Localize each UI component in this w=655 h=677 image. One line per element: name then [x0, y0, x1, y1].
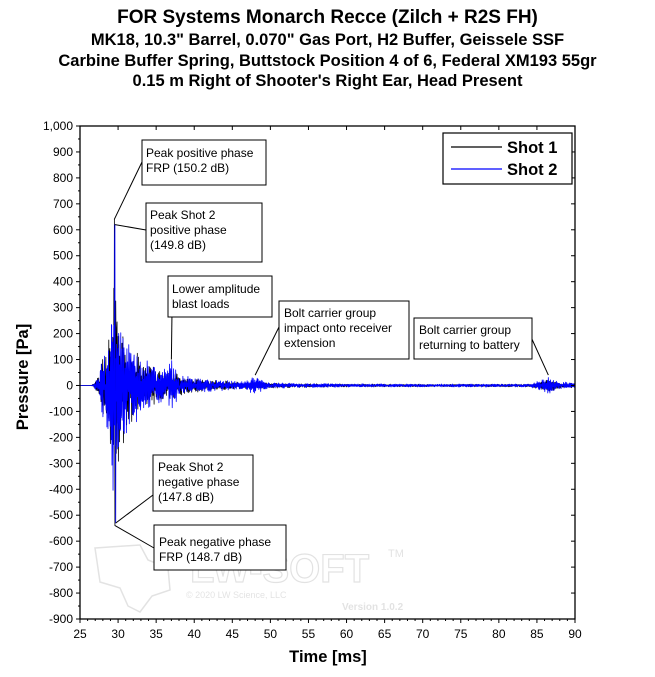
annotation-leader: [114, 224, 147, 231]
annotation-text: positive phase: [150, 223, 227, 237]
annotation-text: (147.8 dB): [158, 490, 214, 504]
y-tick-label: 0: [66, 378, 73, 392]
legend-label-shot-2: Shot 2: [507, 161, 557, 179]
series-traces: [79, 219, 576, 526]
annotation-text: Peak positive phase: [146, 146, 254, 160]
y-tick-label: -600: [49, 534, 73, 548]
x-tick-label: 40: [188, 627, 202, 641]
texas-outline-icon: [94, 544, 171, 613]
chart-subtitle-1: MK18, 10.3" Barrel, 0.070" Gas Port, H2 …: [90, 31, 565, 49]
annotation-box: [278, 300, 410, 360]
y-tick-label: -800: [49, 586, 73, 600]
annotation-text: FRP (150.2 dB): [146, 161, 229, 175]
annotation-box: [145, 202, 263, 263]
x-tick-label: 45: [226, 627, 240, 641]
x-tick-label: 80: [492, 627, 506, 641]
x-tick-label: 75: [454, 627, 468, 641]
legend-box: [442, 132, 573, 185]
y-tick-label: 600: [53, 223, 73, 237]
y-tick-label: 500: [53, 249, 73, 263]
x-tick-label: 55: [302, 627, 316, 641]
x-tick-label: 65: [378, 627, 392, 641]
y-tick-label: 200: [53, 327, 73, 341]
y-tick-label: 400: [53, 275, 73, 289]
annotation-text: negative phase: [158, 475, 240, 489]
annotation-leader: [170, 311, 173, 360]
annotation-box: [167, 275, 273, 318]
axes: 1,000 900 800 700 600 500 400 300 200 100 0 -100 -20…: [43, 119, 582, 641]
x-tick-label: 60: [340, 627, 354, 641]
y-tick-label: -400: [49, 482, 73, 496]
annotation-leader: [530, 336, 549, 376]
chart-subtitle-2: Carbine Buffer Spring, Buttstock Positio…: [58, 51, 597, 70]
x-tick-label: 70: [416, 627, 430, 641]
watermark-trademark: TM: [388, 548, 404, 560]
annotation-text: returning to battery: [419, 338, 520, 352]
annotation-leader: [114, 525, 155, 549]
y-tick-label: 900: [53, 145, 73, 159]
y-tick-label: 1,000: [43, 119, 73, 133]
y-tick-label: -500: [49, 508, 73, 522]
annotation-text: impact onto receiver: [284, 321, 392, 335]
y-tick-label: -900: [49, 612, 73, 626]
x-tick-label: 30: [111, 627, 125, 641]
x-tick-label: 90: [568, 627, 582, 641]
y-tick-label: -300: [49, 456, 73, 470]
y-tick-label: 100: [53, 353, 73, 367]
watermark-copyright: © 2020 LW Science, LLC: [186, 590, 287, 600]
annotation-box: [413, 317, 533, 360]
x-axis-label: Time [ms]: [289, 648, 367, 666]
chart-subtitle-3: 0.15 m Right of Shooter's Right Ear, Hea…: [132, 72, 523, 90]
x-tick-label: 35: [149, 627, 163, 641]
annotation-box: [141, 139, 267, 186]
x-tick-label: 50: [264, 627, 278, 641]
annotation-text: (149.8 dB): [150, 238, 206, 252]
series-line-shot-2: [79, 224, 576, 524]
annotation-text: Bolt carrier group: [419, 323, 511, 337]
y-tick-label: -200: [49, 430, 73, 444]
chart-title: FOR Systems Monarch Recce (Zilch + R2S F…: [117, 7, 538, 28]
x-tick-label: 85: [530, 627, 544, 641]
y-tick-label: -100: [49, 404, 73, 418]
title-block: FOR Systems Monarch Recce (Zilch + R2S F…: [0, 6, 655, 92]
y-tick-label: 300: [53, 301, 73, 315]
annotation-text: extension: [284, 336, 335, 350]
y-tick-label: 800: [53, 171, 73, 185]
legend: Shot 1 Shot 2: [442, 132, 573, 185]
annotation-text: Peak Shot 2: [150, 208, 216, 222]
annotation-text: Peak negative phase: [159, 535, 271, 549]
annotation-text: Lower amplitude: [172, 282, 260, 296]
watermark-version: Version 1.0.2: [342, 602, 404, 613]
annotation-text: FRP (148.7 dB): [159, 550, 242, 564]
y-axis-label: Pressure [Pa]: [14, 324, 32, 430]
annotation-text: blast loads: [172, 297, 229, 311]
legend-label-shot-1: Shot 1: [507, 139, 557, 157]
annotation-text: Bolt carrier group: [284, 306, 376, 320]
y-tick-label: -700: [49, 560, 73, 574]
annotation-box: [153, 524, 287, 571]
annotation-leader: [254, 326, 280, 376]
y-tick-label: 700: [53, 197, 73, 211]
annotation-leader: [113, 161, 143, 220]
annotation-box: [152, 454, 254, 512]
annotation-text: Peak Shot 2: [158, 460, 224, 474]
annotation-leader: [115, 494, 154, 524]
x-tick-label: 25: [73, 627, 87, 641]
